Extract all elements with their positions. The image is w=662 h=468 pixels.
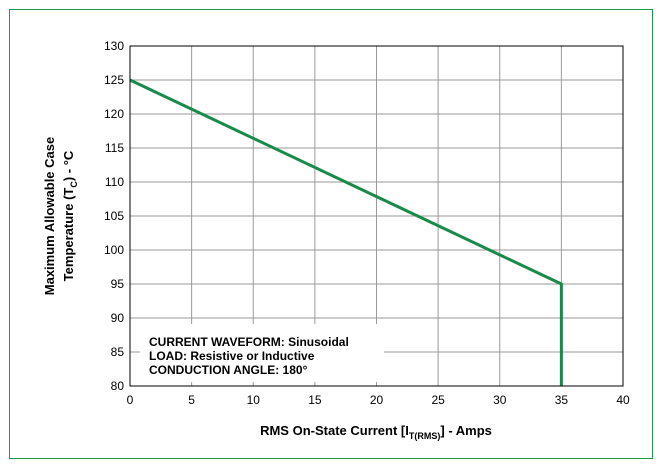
x-tick-label: 10: [247, 393, 261, 407]
y-tick-label: 120: [104, 107, 124, 121]
annotation-line: CURRENT WAVEFORM: Sinusoidal: [149, 335, 349, 349]
x-tick-labels: 0 5 10 15 20 25 30 35 40: [127, 393, 630, 407]
y-tick-label: 115: [105, 141, 124, 155]
y-tick-label: 80: [111, 379, 125, 393]
x-tick-label: 20: [370, 393, 384, 407]
x-tick-label: 30: [493, 393, 507, 407]
y-tick-label: 110: [105, 175, 124, 189]
plot-border: [129, 45, 624, 387]
annotation-line: CONDUCTION ANGLE: 180°: [149, 363, 308, 377]
series-line: [129, 78, 563, 386]
y-tick-label: 130: [104, 39, 124, 53]
y-tick-label: 105: [104, 209, 124, 223]
x-tick-label: 40: [616, 393, 630, 407]
annotation-line: LOAD: Resistive or Inductive: [149, 349, 315, 363]
x-tick-label: 15: [308, 393, 322, 407]
y-axis-title-line1: Maximum Allowable Case: [42, 137, 57, 295]
y-tick-label: 125: [104, 73, 124, 87]
y-tick-label: 85: [111, 345, 125, 359]
x-tick-label: 35: [555, 393, 569, 407]
y-tick-label: 90: [111, 311, 125, 325]
x-tick-label: 5: [188, 393, 195, 407]
x-axis-title: RMS On-State Current [IT(RMS)] - Amps: [260, 423, 492, 441]
x-tick-label: 0: [127, 393, 134, 407]
annotation-box: [140, 324, 384, 382]
y-tick-label: 95: [111, 277, 125, 291]
y-tick-label: 100: [104, 243, 124, 257]
x-tick-label: 25: [431, 393, 445, 407]
y-tick-labels: 80 85 90 95 100 105 110 115 120 125 130: [104, 39, 124, 393]
y-axis-title-line2: Temperature (TC) - °C: [61, 150, 79, 281]
